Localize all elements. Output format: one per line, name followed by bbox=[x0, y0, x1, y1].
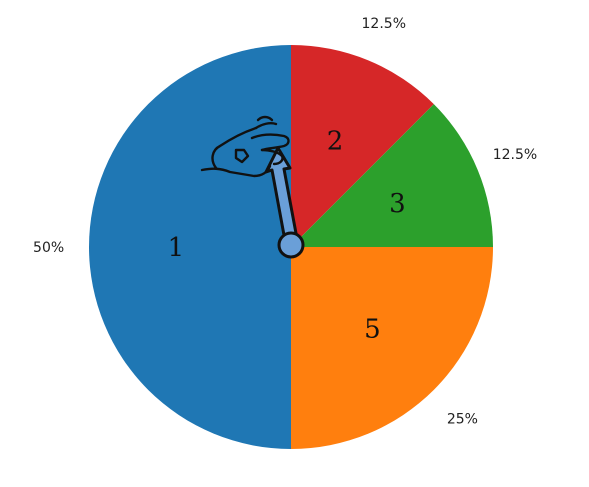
percent-label-1: 50% bbox=[33, 240, 64, 256]
percent-label-3: 12.5% bbox=[493, 147, 537, 163]
slice-label-5: 5 bbox=[364, 314, 381, 344]
percent-label-5: 25% bbox=[447, 411, 478, 427]
pie-slice-5 bbox=[291, 247, 493, 449]
pie-slices bbox=[89, 45, 493, 449]
pie-labels: 1 50% 2 12.5% 3 12.5% 5 25% bbox=[33, 16, 537, 427]
slice-label-3: 3 bbox=[389, 189, 406, 219]
slice-label-1: 1 bbox=[168, 233, 185, 263]
slice-label-2: 2 bbox=[327, 127, 344, 157]
arrow-pointer-icon bbox=[264, 146, 305, 259]
pie-slice-2 bbox=[291, 45, 434, 247]
hand-pinch-icon bbox=[200, 115, 290, 178]
pie-slice-3 bbox=[291, 104, 493, 247]
percent-label-2: 12.5% bbox=[362, 16, 406, 32]
pie-slice-1 bbox=[89, 45, 291, 449]
gesture-overlay bbox=[200, 115, 305, 259]
